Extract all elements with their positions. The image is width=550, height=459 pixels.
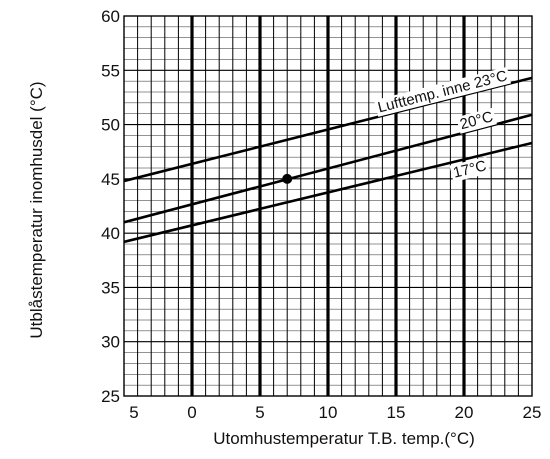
plot-frame [123,15,533,397]
x-tick-label: 5 [129,403,138,422]
x-tick-label: 20 [455,403,474,422]
y-tick-label: 60 [101,7,120,26]
x-tick-label: 10 [319,403,338,422]
x-tick-label: 25 [523,403,542,422]
series-label-bg [449,156,491,183]
x-axis-title: Utomhustemperatur T.B. temp.(°C) [213,429,475,448]
plot-border [123,15,533,397]
x-tick-label: 0 [187,403,196,422]
y-axis-title: Utblåstemperatur inomhusdel (°C) [27,81,46,338]
grid [124,16,532,396]
y-tick-label: 45 [101,170,120,189]
data-point-0 [282,173,293,184]
data-points [282,173,293,184]
y-tick-label: 40 [101,224,120,243]
y-tick-label: 25 [101,387,120,406]
x-tick-label: 5 [255,403,264,422]
series-line-2 [123,141,533,244]
y-tick-label: 55 [101,61,120,80]
series-label-bg [456,107,497,134]
y-tick-label: 50 [101,116,120,135]
y-tick-label: 35 [101,278,120,297]
x-tick-label: 15 [387,403,406,422]
series-label-bg [374,66,512,117]
y-tick-label: 30 [101,333,120,352]
